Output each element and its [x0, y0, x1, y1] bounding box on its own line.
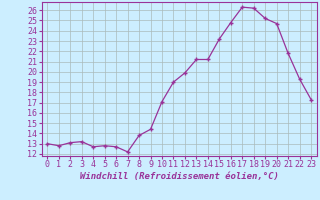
X-axis label: Windchill (Refroidissement éolien,°C): Windchill (Refroidissement éolien,°C) — [80, 172, 279, 181]
